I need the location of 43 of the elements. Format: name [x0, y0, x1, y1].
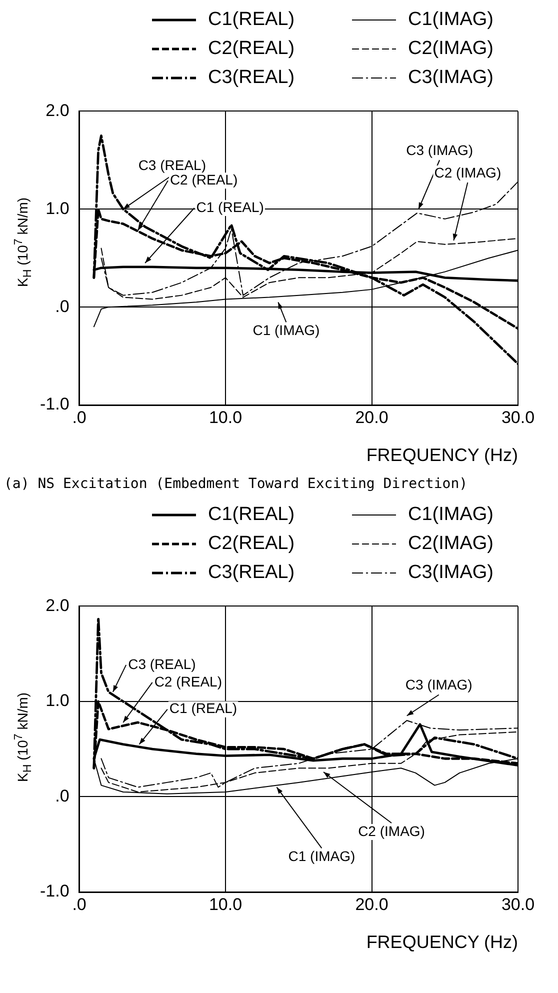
- y-tick-label: 2.0: [46, 100, 70, 120]
- annotation: C1 (IMAG): [288, 848, 356, 864]
- y-tick-label: -1.0: [40, 882, 70, 901]
- legend-label: C3(REAL): [208, 66, 295, 88]
- x-tick-label: 10.0: [208, 894, 242, 914]
- legend-label: C3(IMAG): [408, 562, 494, 584]
- y-tick-label: .0: [55, 786, 70, 806]
- y-tick-label: .0: [55, 296, 70, 316]
- annotation: C1 (REAL): [169, 700, 238, 716]
- y-tick-label: -1.0: [40, 394, 70, 414]
- annotation: C3 (IMAG): [405, 676, 472, 693]
- legend-label: C3(IMAG): [408, 66, 494, 88]
- y-tick-label: 1.0: [46, 198, 70, 218]
- x-axis-title: FREQUENCY (Hz): [366, 932, 518, 952]
- text: (a) NS Excitation (Embedment Toward Exciting Direction): [4, 475, 469, 494]
- y-tick-label: 2.0: [46, 596, 70, 615]
- annotation: C3 (REAL): [138, 156, 206, 173]
- legend-label: C1(REAL): [208, 504, 295, 526]
- x-tick-label: 30.0: [501, 894, 535, 914]
- annotation: C2 (REAL): [170, 172, 238, 188]
- annotation: C1 (REAL): [196, 198, 264, 215]
- annotation: C2 (REAL): [154, 673, 222, 690]
- x-tick-label: 30.0: [501, 408, 535, 427]
- annotation: C2 (IMAG): [358, 822, 425, 839]
- x-tick-label: 20.0: [355, 894, 388, 914]
- legend-label: C3(REAL): [208, 562, 295, 584]
- annotation: C3 (IMAG): [406, 142, 474, 158]
- legend-label: C2(IMAG): [408, 38, 494, 60]
- legend-label: C2(REAL): [208, 532, 295, 554]
- annotation: C2 (IMAG): [434, 164, 502, 180]
- annotation: C3 (REAL): [128, 656, 196, 672]
- legend-label: C1(IMAG): [408, 8, 494, 30]
- x-tick-label: .0: [72, 894, 86, 914]
- x-tick-label: 10.0: [208, 408, 242, 427]
- legend-label: C2(IMAG): [408, 532, 494, 554]
- x-tick-label: .0: [72, 408, 86, 427]
- legend-label: C2(REAL): [208, 38, 295, 60]
- y-tick-label: 1.0: [46, 691, 70, 710]
- annotation: C1 (IMAG): [252, 322, 320, 338]
- legend-label: C1(IMAG): [408, 504, 494, 526]
- x-axis-title: FREQUENCY (Hz): [366, 445, 518, 466]
- x-tick-label: 20.0: [355, 408, 388, 427]
- legend-label: C1(REAL): [208, 8, 295, 30]
